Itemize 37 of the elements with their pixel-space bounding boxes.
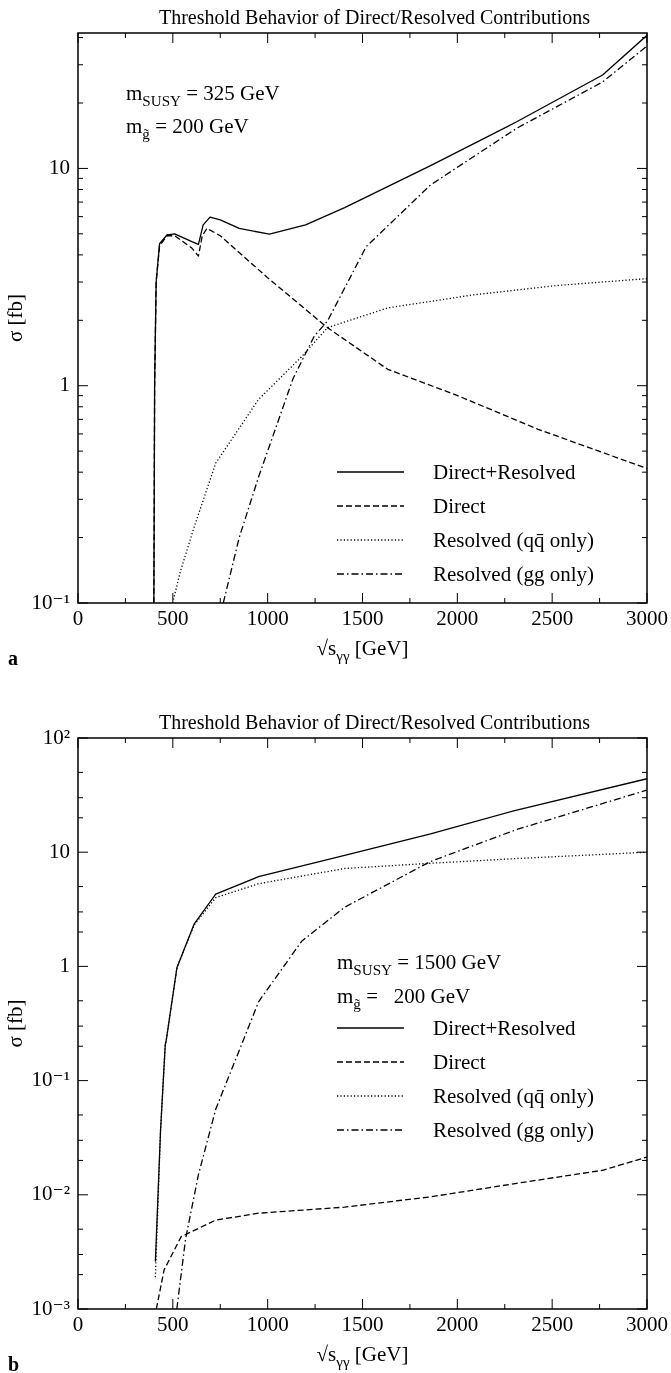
y-tick-label: 10⁻²: [31, 1181, 70, 1206]
x-tick-label: 500: [157, 606, 189, 631]
x-tick-label: 1500: [341, 1312, 384, 1337]
x-tick-label: 2500: [531, 606, 574, 631]
y-axis-title: σ [fb]: [3, 999, 27, 1048]
chart-title: Threshold Behavior of Direct/Resolved Contributions: [158, 6, 591, 28]
text: b: [8, 1353, 20, 1373]
x-tick-label: 500: [157, 1312, 189, 1337]
legend-label: Direct: [433, 494, 486, 518]
legend-label: Direct+Resolved: [433, 1016, 576, 1040]
legend-label: Resolved (qq̄ only): [433, 1084, 594, 1108]
x-tick-label: 2500: [531, 1312, 574, 1337]
x-tick-label: 3000: [626, 606, 668, 631]
x-tick-label: 0: [72, 606, 84, 631]
x-tick-label: 1000: [246, 1312, 289, 1337]
chart-title: Threshold Behavior of Direct/Resolved Contributions: [158, 711, 591, 733]
y-tick-label: 10: [49, 154, 70, 179]
y-tick-label: 10: [49, 838, 70, 863]
x-tick-label: 2000: [436, 1312, 479, 1337]
y-tick-label: 1: [59, 372, 70, 397]
y-tick-label: 1: [59, 952, 70, 977]
legend-label: Resolved (gg only): [433, 1118, 594, 1142]
text: a: [8, 647, 18, 669]
legend-label: Resolved (qq̄ only): [433, 528, 594, 552]
y-tick-label: 10⁻¹: [31, 589, 70, 614]
x-tick-label: 3000: [626, 1312, 668, 1337]
x-tick-label: 2000: [436, 606, 479, 631]
y-tick-label: 10⁻¹: [31, 1067, 70, 1092]
y-tick-label: 10⁻³: [31, 1295, 70, 1320]
x-tick-label: 1000: [246, 606, 289, 631]
x-tick-label: 1500: [341, 606, 384, 631]
x-tick-label: 0: [72, 1312, 84, 1337]
y-axis-title: σ [fb]: [3, 293, 27, 343]
y-tick-label: 10²: [42, 724, 70, 749]
legend-label: Direct: [433, 1050, 486, 1074]
legend-label: Direct+Resolved: [433, 460, 576, 484]
legend-label: Resolved (gg only): [433, 562, 594, 586]
